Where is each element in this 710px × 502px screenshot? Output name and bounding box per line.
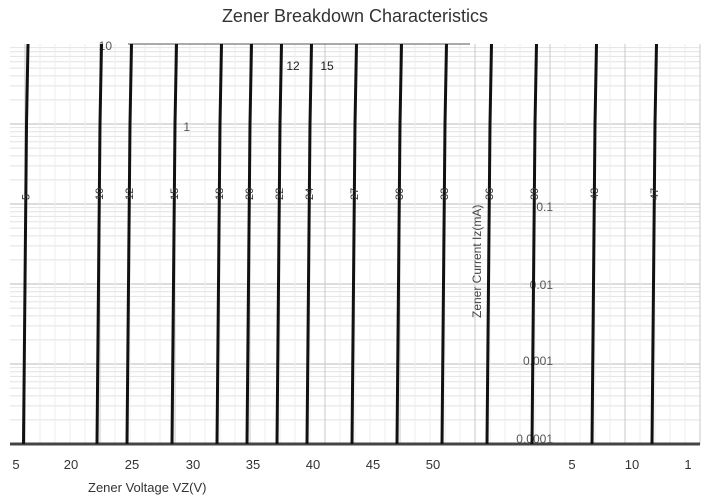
series-line (485, 43, 493, 445)
series-line (350, 43, 358, 445)
x-tick-label: 10 (625, 457, 639, 472)
series-label: 24 (304, 188, 316, 200)
series-label: 12 (124, 188, 136, 200)
series-label: 10 (94, 188, 106, 200)
series-label: 27 (349, 188, 361, 200)
x-tick-label: 5 (12, 457, 19, 472)
series-line (95, 43, 103, 445)
series-label: 22 (274, 188, 286, 200)
series-label: 30 (394, 188, 406, 200)
x-tick-label: 5 (568, 457, 575, 472)
x-tick-label: 50 (426, 457, 440, 472)
series-line (650, 43, 658, 445)
y-tick-label: 1 (183, 120, 190, 134)
x-tick-label: 30 (186, 457, 200, 472)
x-tick-label: 40 (306, 457, 320, 472)
y-tick-label: 0.0001 (516, 432, 553, 446)
series-label: 47 (649, 188, 661, 200)
series-line (170, 43, 178, 445)
y-tick-label: 0.1 (536, 200, 553, 214)
series-line (530, 43, 538, 445)
series-label: 15 (169, 188, 181, 200)
x-tick-label: 45 (366, 457, 380, 472)
series-line (125, 43, 133, 445)
x-tick-label: 35 (246, 457, 260, 472)
series-label: 36 (484, 188, 496, 200)
series-line (440, 43, 448, 445)
series-group: 5 10 12 15 18 20 22 24 27 30 33 36 39 43 47 (21, 43, 661, 445)
series-label: 20 (244, 188, 256, 200)
y-tick-label: 0.01 (530, 278, 554, 292)
series-line (395, 43, 403, 445)
x-tick-label: 25 (125, 457, 139, 472)
x-axis-label: Zener Voltage VZ(V) (88, 480, 207, 495)
x-tick-label: 1 (684, 457, 691, 472)
series-label: 18 (214, 188, 226, 200)
top-series-label: 12 (286, 59, 300, 73)
series-line (305, 43, 313, 445)
series-label: 39 (529, 188, 541, 200)
x-tick-label: 20 (64, 457, 78, 472)
y-tick-label: 0.001 (523, 354, 553, 368)
series-line (215, 43, 223, 445)
y-axis-label: Zener Current Iz(mA) (470, 204, 484, 318)
series-label: 33 (439, 188, 451, 200)
series-label: 5 (21, 194, 33, 200)
series-line (275, 43, 283, 445)
series-label: 43 (589, 188, 601, 200)
series-line (590, 43, 598, 445)
series-line (22, 43, 30, 445)
series-line (245, 43, 253, 445)
top-series-label: 15 (320, 59, 334, 73)
chart-title: Zener Breakdown Characteristics (221, 6, 489, 26)
